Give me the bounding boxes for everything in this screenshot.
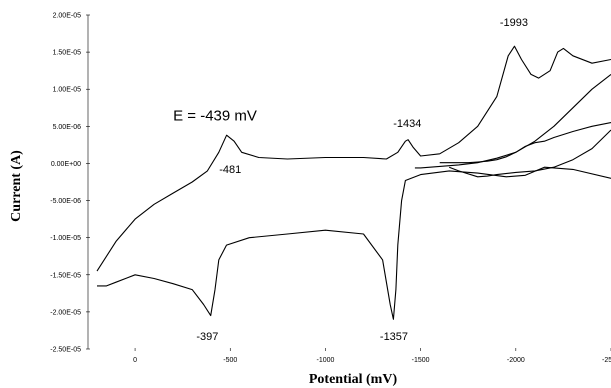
peak-label: -1357 [380, 331, 408, 343]
x-tick-label: -1000 [316, 357, 334, 364]
y-tick-label: -1.50E-05 [50, 272, 81, 279]
y-tick-label: -2.00E-05 [50, 309, 81, 316]
y-tick-label: 5.00E-06 [53, 124, 82, 131]
peak-label: -1434 [393, 118, 421, 130]
y-tick-label: -5.00E-06 [50, 198, 81, 205]
x-axis-title: Potential (mV) [309, 372, 398, 387]
peak-label: -481 [219, 164, 241, 176]
y-tick-labels: 2.00E-05 1.50E-05 1.00E-05 5.00E-06 0.00E+00… [50, 13, 90, 354]
x-tick-label: -2500 [602, 357, 611, 364]
y-tick-label: 0.00E+00 [51, 161, 81, 168]
cv-trace-4 [439, 122, 611, 164]
y-tick-label: -2.50E-05 [50, 347, 81, 354]
x-tick-label: -2000 [507, 357, 525, 364]
y-tick-label: 2.00E-05 [53, 13, 82, 20]
peak-label: E = -439 mV [173, 107, 257, 124]
y-tick-label: 1.00E-05 [53, 87, 82, 94]
y-tick-label: 1.50E-05 [53, 50, 82, 57]
x-tick-labels: 0 -500 -1000 -1500 -2000 -2500 [133, 348, 611, 364]
cv-trace-5 [449, 129, 611, 178]
cv-trace-3 [414, 73, 611, 169]
x-tick-label: -500 [223, 357, 237, 364]
x-tick-label: 0 [133, 357, 137, 364]
peak-annotations: E = -439 mV -481 -1434 -1993 -397 -1357 [173, 17, 528, 343]
cv-trace-2 [96, 45, 611, 272]
y-axis-title: Current (A) [9, 150, 24, 222]
x-tick-label: -1500 [412, 357, 430, 364]
y-tick-label: -1.00E-05 [50, 235, 81, 242]
cv-trace-1 [97, 166, 611, 320]
peak-label: -1993 [500, 17, 528, 29]
peak-label: -397 [196, 331, 218, 343]
voltammogram-curves [96, 45, 611, 320]
